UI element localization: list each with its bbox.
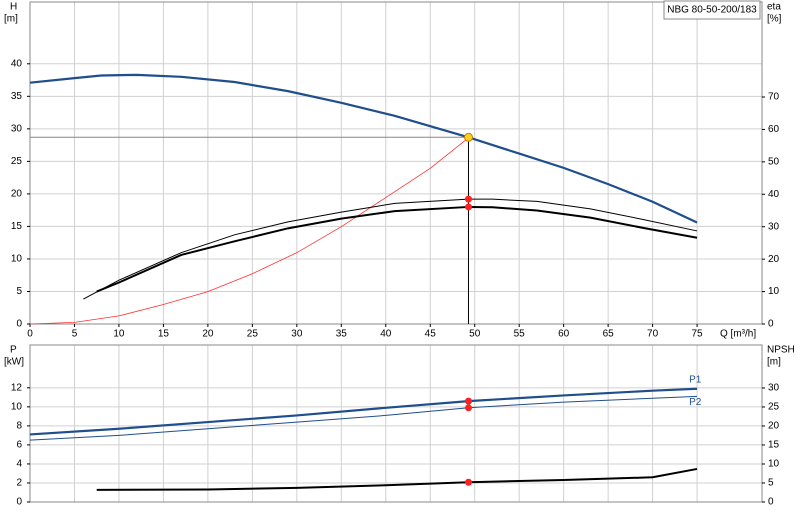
y2-tick-label: 15 [768, 440, 780, 451]
title-box [663, 0, 761, 20]
x-tick-label: 45 [425, 329, 437, 340]
y-tick-label: 12 [11, 382, 23, 393]
x-tick-label: 0 [27, 329, 33, 340]
x-tick-label: 55 [514, 329, 526, 340]
y-tick-label: 25 [11, 156, 23, 167]
y-axis-unit: [m] [4, 14, 18, 25]
series-label: P2 [689, 397, 702, 408]
y-tick-label: 0 [16, 319, 22, 330]
y2-tick-label: 30 [768, 383, 780, 394]
y2-tick-label: 60 [768, 124, 780, 135]
y-tick-label: 30 [11, 123, 23, 134]
series-line [29, 387, 698, 436]
operating-marker [464, 478, 472, 486]
y-tick-label: 0 [16, 497, 22, 508]
y2-tick-label: 70 [768, 92, 780, 103]
x-tick-label: 75 [692, 329, 704, 340]
y-tick-label: 10 [11, 401, 23, 412]
y2-tick-label: 20 [768, 421, 780, 432]
x-tick-label: 15 [158, 329, 170, 340]
y-tick-label: 10 [11, 254, 23, 265]
y-axis-unit: [kW] [4, 357, 24, 368]
y-tick-label: 2 [16, 478, 22, 489]
x-tick-label: 60 [558, 329, 570, 340]
y-axis-label: H [10, 2, 17, 13]
x-tick-label: 20 [202, 329, 214, 340]
y2-tick-label: 10 [768, 459, 780, 470]
x-tick-label: 10 [113, 329, 125, 340]
x-tick-label: 65 [603, 329, 615, 340]
series-line [83, 198, 698, 300]
x-tick-label: 5 [72, 329, 78, 340]
y-tick-label: 15 [11, 221, 23, 232]
y-tick-label: 20 [11, 189, 23, 200]
y-tick-label: 40 [11, 58, 23, 69]
operating-marker [464, 404, 472, 412]
x-tick-label: 40 [380, 329, 392, 340]
y2-tick-label: 30 [768, 221, 780, 232]
chart-title: NBG 80-50-200/183 [667, 5, 757, 16]
y2-tick-label: 50 [768, 157, 780, 168]
y2-tick-label: 20 [768, 254, 780, 265]
y2-axis-label: NPSH [767, 345, 795, 356]
x-tick-label: 70 [647, 329, 659, 340]
y2-axis-unit: [%] [767, 14, 782, 25]
y-axis-label: P [10, 345, 17, 356]
x-tick-label: 35 [336, 329, 348, 340]
series-line [29, 137, 469, 325]
y-tick-label: 5 [16, 286, 22, 297]
x-axis-label: Q [m³/h] [720, 329, 756, 340]
y2-axis-unit: [m] [767, 357, 781, 368]
y2-tick-label: 40 [768, 189, 780, 200]
y2-tick-label: 25 [768, 402, 780, 413]
y-tick-label: 8 [16, 421, 22, 432]
y-tick-label: 4 [16, 459, 22, 470]
series-line [96, 467, 698, 491]
operating-marker [464, 397, 472, 405]
y2-axis-label: eta [767, 2, 781, 13]
y2-tick-label: 0 [768, 497, 774, 508]
operating-marker [464, 203, 472, 211]
x-tick-label: 30 [291, 329, 303, 340]
plot-frame [29, 344, 763, 503]
y-tick-label: 6 [16, 440, 22, 451]
series-label: P1 [689, 374, 702, 385]
series-line [29, 395, 698, 441]
y2-tick-label: 5 [768, 478, 774, 489]
plot-frame [29, 1, 763, 325]
y-tick-label: 35 [11, 91, 23, 102]
y2-tick-label: 10 [768, 286, 780, 297]
x-tick-label: 50 [469, 329, 481, 340]
x-tick-label: 25 [247, 329, 259, 340]
duty-point [463, 132, 473, 142]
operating-marker [464, 195, 472, 203]
series-line [29, 73, 698, 224]
series-line [96, 205, 698, 293]
y2-tick-label: 0 [768, 319, 774, 330]
